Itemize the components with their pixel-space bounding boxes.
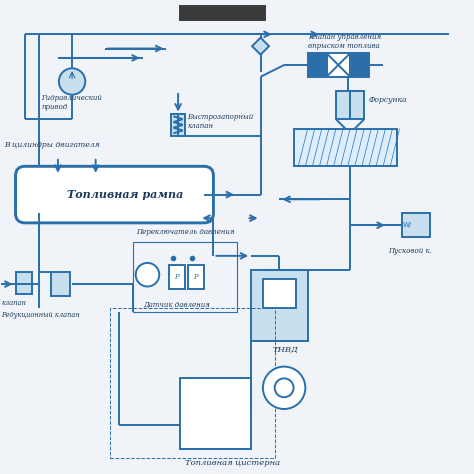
Text: В цилиндры двигателя: В цилиндры двигателя	[4, 141, 100, 149]
Text: Пусковой к.: Пусковой к.	[388, 247, 432, 255]
Text: Переключатель давления: Переключатель давления	[136, 228, 234, 236]
Text: Форсунка: Форсунка	[369, 96, 408, 104]
Bar	[110, 308, 275, 458]
Bar	[402, 213, 430, 237]
Bar	[181, 6, 265, 20]
Text: клапан: клапан	[1, 299, 26, 307]
Text: Гидравлический
привод: Гидравлический привод	[41, 94, 102, 111]
Bar	[251, 270, 308, 341]
Text: P: P	[193, 273, 198, 281]
Bar	[293, 128, 397, 166]
Circle shape	[263, 366, 305, 409]
Bar	[169, 265, 185, 289]
Bar	[51, 273, 70, 296]
Polygon shape	[252, 37, 269, 55]
Bar	[133, 242, 237, 312]
Bar	[350, 53, 369, 77]
Text: Датчик давления: Датчик давления	[143, 301, 210, 310]
Text: Топливная цистерна: Топливная цистерна	[185, 459, 280, 467]
Bar	[16, 273, 32, 293]
Text: Клапан управления
впрыском топлива: Клапан управления впрыском топлива	[308, 33, 381, 50]
Bar	[188, 265, 204, 289]
Bar	[308, 53, 327, 77]
FancyBboxPatch shape	[16, 166, 213, 223]
Text: ТНВД: ТНВД	[273, 346, 298, 354]
Bar	[327, 53, 350, 77]
Text: Быстрозапорный
клапан: Быстрозапорный клапан	[188, 113, 254, 130]
Text: P: P	[174, 273, 179, 281]
Circle shape	[59, 68, 85, 95]
Bar	[181, 378, 251, 449]
Bar	[171, 115, 185, 136]
Bar	[263, 279, 296, 308]
Text: W/: W/	[403, 222, 412, 228]
Circle shape	[136, 263, 159, 286]
Text: Редукционный клапан: Редукционный клапан	[1, 311, 80, 319]
Bar	[336, 91, 364, 119]
Text: Топливная рампа: Топливная рампа	[67, 189, 184, 200]
